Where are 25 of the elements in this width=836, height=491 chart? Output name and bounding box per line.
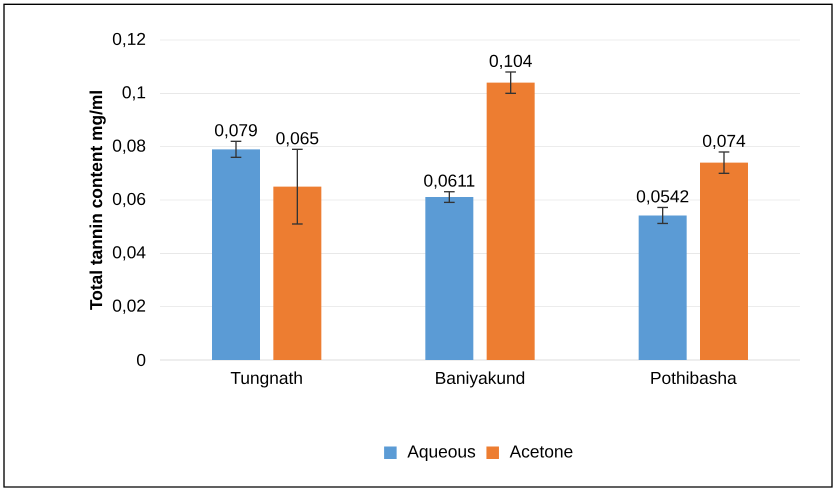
bar	[425, 197, 474, 360]
bar	[638, 215, 687, 360]
y-tick-label: 0,1	[122, 86, 146, 100]
bar	[700, 162, 748, 360]
data-label: 0,079	[214, 124, 257, 138]
y-tick-label: 0	[136, 354, 146, 366]
data-label: 0,104	[490, 54, 532, 70]
data-label: 0,0611	[424, 174, 474, 189]
legend-label: Aqueous	[407, 446, 476, 462]
y-axis-title: Total tannin content mg/ml	[89, 91, 106, 310]
data-label: 0,074	[702, 134, 746, 150]
y-tick-label: 0,12	[112, 32, 146, 48]
x-tick-label: Pothibasha	[651, 371, 737, 384]
y-tick-label: 0,08	[112, 139, 146, 154]
data-label: 0,065	[276, 132, 318, 146]
y-tick-label: 0,02	[112, 299, 146, 314]
x-tick-label: Baniyakund	[436, 371, 524, 388]
bar	[486, 82, 535, 360]
y-tick-label: 0,06	[112, 192, 146, 208]
bar	[273, 186, 322, 360]
legend-label: Acetone	[510, 446, 572, 458]
data-label: 0,0542	[636, 190, 688, 205]
x-tick-label: Tungnath	[230, 371, 302, 388]
y-tick-label: 0,04	[112, 246, 146, 260]
bar	[212, 149, 260, 360]
